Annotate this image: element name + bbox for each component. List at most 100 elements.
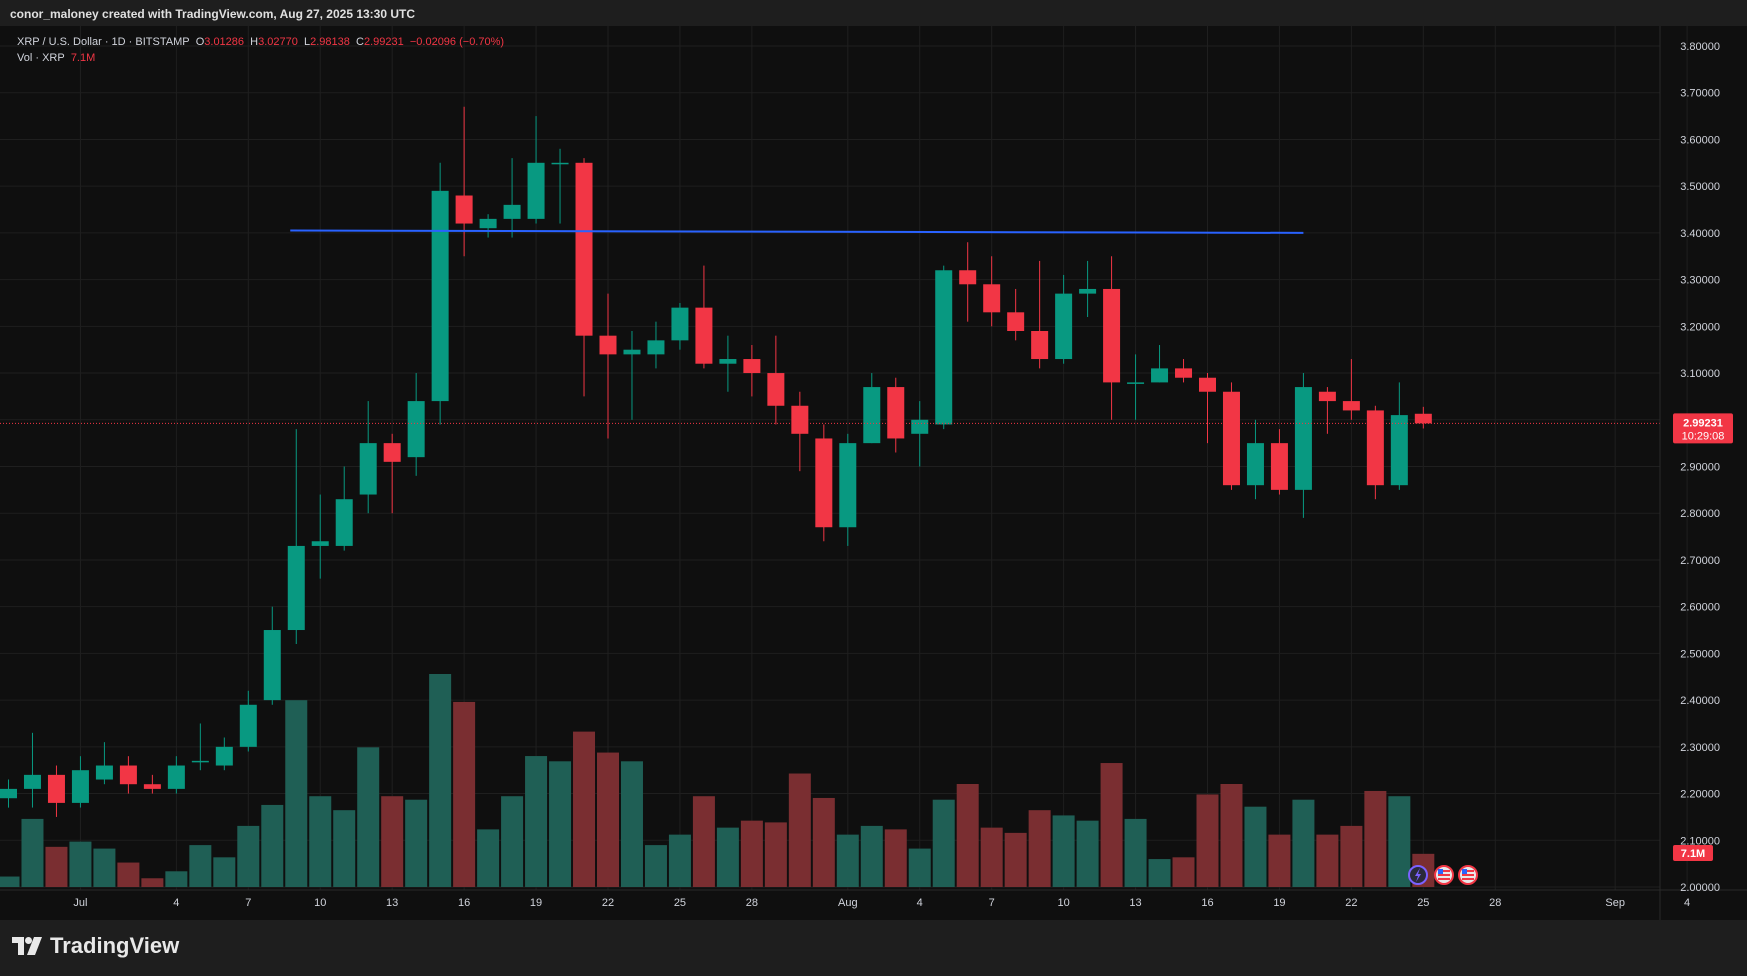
candle[interactable]: [263, 606, 281, 705]
candle-body: [335, 499, 353, 546]
candle-body: [455, 195, 473, 224]
candle[interactable]: [743, 345, 761, 397]
candle[interactable]: [1127, 354, 1145, 420]
candle[interactable]: [863, 373, 881, 444]
volume-bar: [1172, 857, 1195, 887]
candle[interactable]: [1175, 359, 1193, 383]
candle[interactable]: [1055, 274, 1073, 364]
candle[interactable]: [1031, 260, 1049, 369]
candle[interactable]: [695, 265, 713, 369]
candle[interactable]: [479, 214, 497, 238]
candle[interactable]: [1222, 382, 1240, 490]
candle[interactable]: [1151, 345, 1169, 383]
candle[interactable]: [911, 401, 929, 467]
candle[interactable]: [287, 429, 305, 645]
candle[interactable]: [1103, 256, 1121, 420]
candle-body: [1103, 288, 1121, 383]
candle[interactable]: [935, 265, 953, 430]
us-flag-icon[interactable]: [1434, 865, 1454, 885]
time-tick-label: Jul: [73, 897, 87, 909]
candle-body: [287, 545, 305, 631]
volume-bar: [1100, 763, 1123, 887]
open-value: 3.01286: [204, 36, 245, 48]
candle[interactable]: [623, 331, 641, 420]
candle[interactable]: [239, 690, 257, 752]
candle-body: [479, 218, 497, 229]
candle[interactable]: [215, 737, 233, 771]
tradingview-logo[interactable]: TradingView: [12, 933, 179, 959]
symbol-name[interactable]: XRP / U.S. Dollar · 1D · BITSTAMP: [17, 36, 190, 48]
volume-bar: [884, 829, 907, 887]
volume-bar: [141, 878, 164, 887]
candle[interactable]: [71, 756, 89, 808]
candle[interactable]: [191, 723, 209, 771]
candle[interactable]: [647, 321, 665, 369]
candle[interactable]: [431, 162, 449, 425]
candle[interactable]: [791, 391, 809, 472]
candle[interactable]: [0, 779, 17, 808]
candle-body: [239, 704, 257, 747]
candle[interactable]: [1390, 382, 1408, 490]
time-tick-label: 22: [602, 897, 614, 909]
volume-bar: [477, 829, 500, 887]
candle[interactable]: [1199, 373, 1216, 444]
candle[interactable]: [407, 373, 425, 476]
candle[interactable]: [1294, 373, 1312, 518]
volume-label[interactable]: Vol · XRP: [17, 52, 65, 64]
candle[interactable]: [815, 424, 833, 542]
candle[interactable]: [1366, 405, 1384, 500]
candle[interactable]: [503, 158, 521, 238]
candle[interactable]: [551, 148, 569, 224]
candle[interactable]: [1246, 419, 1264, 500]
candle[interactable]: [767, 335, 785, 425]
candle[interactable]: [1414, 406, 1432, 429]
candle[interactable]: [1007, 288, 1025, 341]
candle[interactable]: [167, 756, 185, 794]
us-flag-icon[interactable]: [1458, 865, 1478, 885]
candle[interactable]: [455, 106, 473, 257]
candle-body: [47, 774, 65, 803]
candle-body: [959, 270, 977, 285]
candle[interactable]: [47, 765, 65, 817]
candle[interactable]: [887, 377, 905, 453]
low-label: L: [304, 36, 311, 48]
candle[interactable]: [527, 116, 545, 224]
time-axis: Jul 4 7 10 13 16 19 22 25 28 Aug 4 7 10 13 16 19 22 25 28 Se…: [73, 897, 1690, 909]
candle[interactable]: [1342, 359, 1360, 420]
candle[interactable]: [23, 732, 41, 808]
candle-body: [1175, 368, 1193, 378]
candle-body: [647, 340, 665, 355]
lightning-icon[interactable]: [1408, 865, 1428, 885]
volume-bar: [1244, 806, 1267, 887]
candle[interactable]: [599, 293, 617, 439]
candle-body: [575, 162, 593, 336]
candle[interactable]: [671, 302, 689, 350]
candle-body: [623, 349, 641, 355]
candle[interactable]: [1318, 387, 1336, 434]
candle[interactable]: [311, 494, 329, 579]
candle[interactable]: [335, 466, 353, 551]
volume-bar: [309, 796, 332, 887]
candle[interactable]: [1270, 429, 1288, 495]
candle[interactable]: [383, 433, 401, 514]
candle[interactable]: [575, 158, 593, 397]
volume-bar: [1028, 810, 1051, 887]
time-tick-label: 28: [746, 897, 758, 909]
candle[interactable]: [359, 401, 377, 514]
candle[interactable]: [143, 774, 161, 794]
candle[interactable]: [959, 242, 977, 322]
time-tick-label: 16: [458, 897, 470, 909]
candle[interactable]: [119, 756, 137, 794]
candle[interactable]: [839, 433, 857, 546]
candle-body: [191, 760, 209, 763]
trendline[interactable]: [290, 229, 1304, 234]
candle[interactable]: [719, 335, 737, 392]
volume-bar: [69, 841, 92, 887]
candle[interactable]: [1079, 260, 1097, 317]
price-tick-label: 3.40000: [1680, 228, 1720, 240]
volume-bar: [836, 834, 859, 887]
candle[interactable]: [95, 742, 113, 785]
price-chart[interactable]: 3.80000 3.70000 3.60000 3.50000 3.40000 3.300…: [0, 0, 1747, 920]
price-axis: 3.80000 3.70000 3.60000 3.50000 3.40000 3.300…: [1680, 41, 1720, 894]
candle[interactable]: [983, 256, 1001, 327]
